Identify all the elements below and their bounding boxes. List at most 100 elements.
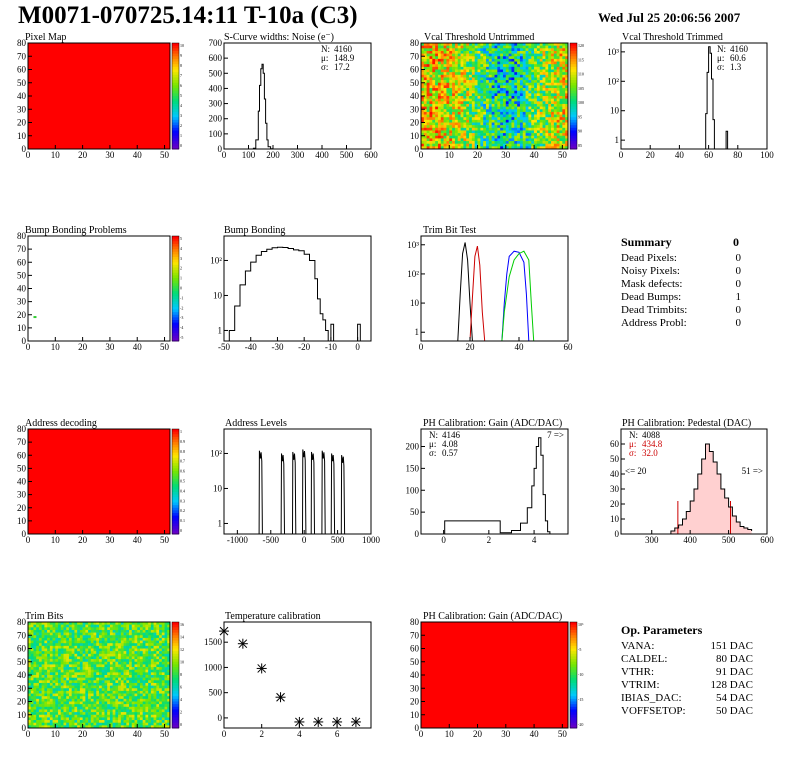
heatmap-cell bbox=[454, 133, 459, 137]
heatmap-cell bbox=[49, 672, 53, 676]
heatmap-cell bbox=[161, 709, 165, 713]
heatmap-cell bbox=[429, 96, 433, 99]
y-tick-label: 40 bbox=[17, 91, 27, 101]
heatmap-cell bbox=[126, 685, 130, 689]
heatmap-cell bbox=[421, 58, 425, 62]
heatmap-cell bbox=[123, 698, 127, 702]
heatmap-cell bbox=[452, 103, 456, 107]
heatmap-cell bbox=[28, 688, 32, 692]
palette-bar-segment bbox=[172, 301, 179, 305]
palette-bar-segment bbox=[172, 460, 179, 464]
heatmap-cell bbox=[164, 688, 168, 692]
heatmap-cell bbox=[85, 677, 89, 681]
heatmap-cell bbox=[531, 50, 535, 54]
heatmap-cell bbox=[511, 117, 515, 121]
heatmap-cell bbox=[107, 712, 111, 716]
heatmap-cell bbox=[491, 64, 495, 68]
heatmap-cell bbox=[469, 72, 473, 76]
heatmap-cell bbox=[429, 143, 433, 147]
palette-bar-segment bbox=[172, 330, 179, 334]
scatter-point bbox=[256, 663, 267, 674]
heatmap-cell bbox=[68, 706, 72, 710]
heatmap-cell bbox=[508, 88, 512, 91]
heatmap-cell bbox=[33, 693, 37, 697]
heatmap-cell bbox=[79, 643, 83, 647]
heatmap-cell bbox=[440, 125, 444, 129]
heatmap-cell bbox=[559, 111, 563, 115]
palette-bar-segment bbox=[570, 96, 577, 100]
heatmap-cell bbox=[68, 717, 72, 721]
heatmap-cell bbox=[60, 651, 64, 655]
heatmap-cell bbox=[556, 119, 560, 123]
heatmap-cell bbox=[145, 659, 149, 663]
heatmap-cell bbox=[115, 627, 119, 631]
heatmap-cell bbox=[88, 704, 92, 708]
palette-tick-label: 110 bbox=[578, 72, 584, 77]
heatmap-cell bbox=[145, 677, 149, 681]
heatmap-cell bbox=[93, 690, 97, 694]
heatmap-cell bbox=[474, 69, 478, 73]
heatmap-cell bbox=[432, 146, 436, 150]
heatmap-cell bbox=[466, 77, 470, 81]
heatmap-cell bbox=[159, 717, 163, 721]
heatmap-cell bbox=[551, 50, 555, 54]
heatmap-cell bbox=[562, 66, 566, 70]
y-tick-label: 60 bbox=[17, 644, 27, 654]
heatmap-cell bbox=[77, 651, 81, 655]
heatmap-cell bbox=[118, 653, 122, 657]
heatmap-cell bbox=[109, 629, 113, 633]
heatmap-cell bbox=[463, 106, 467, 110]
summary-row: Dead Trimbits: 0 bbox=[621, 304, 747, 317]
heatmap-cell bbox=[33, 675, 37, 678]
heatmap-cell bbox=[505, 127, 509, 131]
heatmap-cell bbox=[74, 706, 78, 710]
heatmap-cell bbox=[545, 122, 549, 126]
heatmap-cell bbox=[426, 146, 430, 150]
heatmap-cell bbox=[47, 690, 51, 694]
heatmap-cell bbox=[452, 117, 456, 121]
heatmap-cell bbox=[437, 106, 442, 110]
heatmap-cell bbox=[77, 643, 81, 647]
x-tick-label: 10 bbox=[445, 729, 455, 739]
palette-tick-label: 9 bbox=[180, 53, 182, 58]
palette-bar-segment bbox=[172, 706, 179, 710]
heatmap-cell bbox=[77, 696, 81, 700]
y-tick-label: 70 bbox=[17, 437, 27, 447]
heatmap-cell bbox=[519, 114, 524, 118]
heatmap-cell bbox=[435, 111, 439, 115]
heatmap-cell bbox=[107, 714, 111, 718]
heatmap-cell bbox=[536, 101, 541, 105]
heatmap-cell bbox=[66, 672, 70, 676]
heatmap-cell bbox=[426, 111, 430, 115]
palette-tick-label: 10⁶ bbox=[578, 622, 584, 627]
heatmap-cell bbox=[440, 45, 444, 49]
heatmap-cell bbox=[66, 677, 70, 681]
heatmap-cell bbox=[483, 64, 487, 68]
heatmap-cell bbox=[483, 85, 487, 89]
heatmap-cell bbox=[421, 45, 425, 49]
heatmap-cell bbox=[542, 109, 546, 113]
palette-tick-label: 7 bbox=[180, 73, 182, 78]
heatmap-cell bbox=[565, 66, 569, 70]
palette-bar-segment bbox=[172, 320, 179, 324]
y-tick-label: 20 bbox=[17, 503, 27, 513]
heatmap-cell bbox=[30, 656, 34, 660]
heatmap-cell bbox=[559, 119, 563, 123]
heatmap-cell bbox=[517, 77, 521, 81]
heatmap-cell bbox=[522, 111, 526, 115]
heatmap-cell bbox=[156, 659, 160, 663]
heatmap-cell bbox=[548, 103, 552, 107]
heatmap-cell bbox=[134, 685, 138, 689]
heatmap-cell bbox=[115, 680, 119, 684]
heatmap-cell bbox=[167, 720, 171, 723]
heatmap-cell bbox=[123, 677, 127, 681]
heatmap-cell bbox=[134, 632, 138, 636]
heatmap-cell bbox=[153, 677, 157, 681]
palette-bar-segment bbox=[172, 146, 179, 150]
heatmap-cell bbox=[63, 656, 67, 660]
heatmap-cell bbox=[38, 712, 42, 716]
heatmap-cell bbox=[153, 720, 157, 723]
heatmap-cell bbox=[96, 667, 100, 670]
palette-bar-segment bbox=[570, 85, 577, 89]
heatmap-cell bbox=[28, 706, 32, 710]
